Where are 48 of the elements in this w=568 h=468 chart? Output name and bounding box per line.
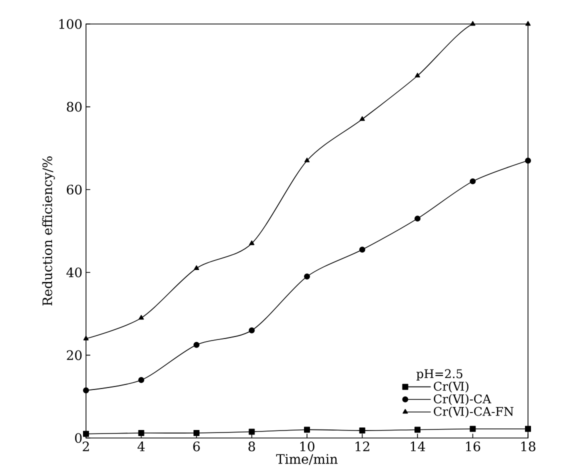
y-tick-label: 20 xyxy=(66,350,82,360)
x-tick-label: 4 xyxy=(138,441,145,452)
point xyxy=(83,387,89,394)
legend-title: pH=2.5 xyxy=(416,369,462,380)
point xyxy=(470,426,476,432)
point xyxy=(304,426,310,433)
point xyxy=(248,428,255,435)
y-tick-label: 60 xyxy=(66,184,82,194)
legend-label: Cr(Ⅵ) xyxy=(434,381,468,392)
point xyxy=(525,158,531,164)
x-tick-label: 2 xyxy=(82,441,89,452)
point xyxy=(138,430,144,436)
point xyxy=(83,430,89,437)
y-tick-label: 40 xyxy=(66,267,82,278)
point xyxy=(414,72,420,78)
x-tick-label: 6 xyxy=(193,441,200,452)
point xyxy=(194,430,200,436)
point xyxy=(360,116,365,121)
y-tick-label: 80 xyxy=(66,102,82,112)
x-tick-label: 18 xyxy=(521,441,536,452)
point xyxy=(414,426,420,433)
point xyxy=(304,158,310,162)
point xyxy=(138,314,144,320)
x-tick-label: 10 xyxy=(300,441,314,452)
point xyxy=(470,20,476,26)
x-tick-label: 16 xyxy=(466,441,480,452)
x-tick-label: 14 xyxy=(410,441,426,452)
point xyxy=(525,426,531,432)
point xyxy=(138,376,144,383)
y-tick-label: 0 xyxy=(75,432,82,443)
point xyxy=(359,427,366,434)
y-axis-title: Reduction efficiency/% xyxy=(42,156,55,306)
y-tick-label: 100 xyxy=(59,18,82,29)
point xyxy=(414,215,420,222)
point xyxy=(248,327,255,334)
point xyxy=(83,336,89,340)
point xyxy=(304,273,310,280)
legend-label: Cr(Ⅵ)-CA-FN xyxy=(434,406,514,418)
x-axis-title: Time/min xyxy=(276,454,338,465)
point xyxy=(470,178,476,184)
point xyxy=(194,265,200,270)
point xyxy=(249,240,254,245)
legend-label: Cr(Ⅵ)-CA xyxy=(434,394,492,405)
point xyxy=(194,342,200,348)
x-tick-label: 12 xyxy=(356,441,370,452)
x-tick-label: 8 xyxy=(248,441,256,452)
point xyxy=(359,246,366,253)
point xyxy=(525,20,531,26)
